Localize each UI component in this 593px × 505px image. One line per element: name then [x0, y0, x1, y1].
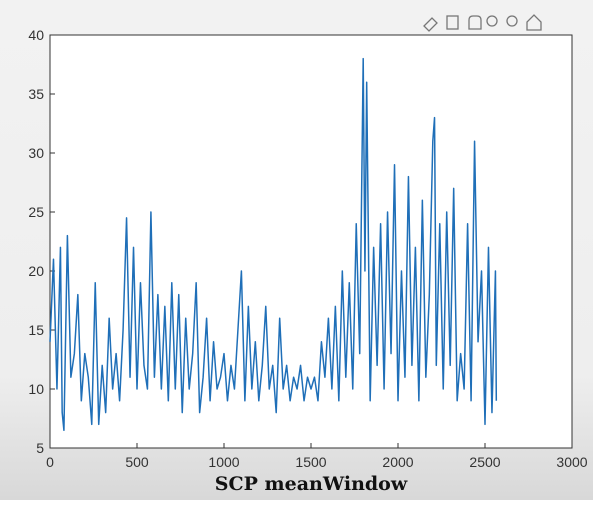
data-line	[49, 57, 498, 432]
y-tick-label: 30	[28, 145, 44, 161]
y-tick-label: 35	[28, 86, 44, 102]
x-tick-label: 1000	[208, 454, 239, 470]
plot-area	[49, 34, 573, 449]
x-tick-label: 500	[125, 454, 149, 470]
y-tick-label: 40	[28, 27, 44, 43]
y-tick-label: 15	[28, 322, 44, 338]
x-tick-label: 3000	[556, 454, 587, 470]
toolbar-icon[interactable]	[423, 17, 438, 32]
y-tick-label: 10	[28, 381, 44, 397]
x-tick-label: 2000	[382, 454, 413, 470]
x-tick-label: 0	[46, 454, 54, 470]
x-tick-label: 1500	[295, 454, 326, 470]
toolbar-icon[interactable]	[446, 15, 459, 30]
x-tick-label: 2500	[469, 454, 500, 470]
y-tick-label: 20	[28, 263, 44, 279]
y-tick-label: 25	[28, 204, 44, 220]
toolbar	[423, 14, 542, 32]
x-axis-label: SCP meanWindow	[215, 473, 408, 495]
toolbar-icon[interactable]	[486, 15, 498, 27]
y-tick-label: 5	[36, 440, 44, 456]
toolbar-icon[interactable]	[526, 14, 542, 31]
toolbar-icon[interactable]	[506, 15, 518, 27]
toolbar-icon[interactable]	[468, 15, 482, 30]
